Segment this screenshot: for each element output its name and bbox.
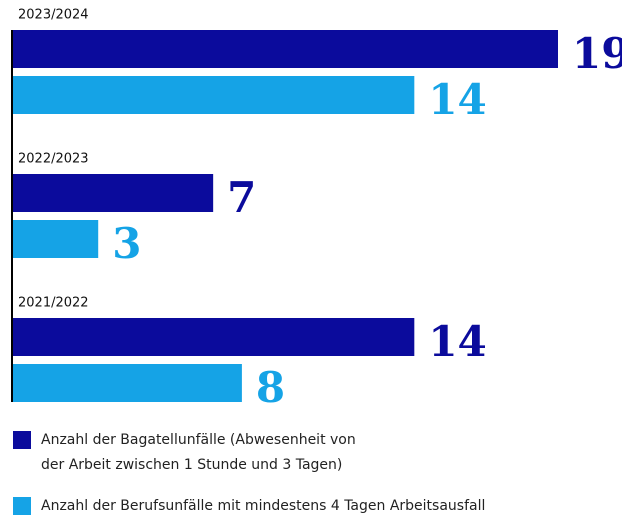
bar [12, 76, 415, 114]
bar [12, 220, 99, 258]
legend-swatch [13, 431, 31, 449]
data-label: 8 [256, 363, 285, 412]
data-label: 3 [112, 219, 141, 268]
plot: 2023/2024 19 14 2022/2023 7 3 2021/2022 14 8 [11, 8, 622, 412]
data-label: 14 [428, 317, 486, 366]
legend-item: Anzahl der Berufsunfälle mit mindestens … [13, 494, 485, 519]
bar [12, 30, 558, 68]
legend-item: Anzahl der Bagatellunfälle (Abwesenheit … [13, 428, 371, 478]
bar [12, 318, 415, 356]
legend-label: Anzahl der Bagatellunfälle (Abwesenheit … [41, 432, 356, 473]
data-label: 14 [428, 75, 486, 124]
legend-swatch [13, 497, 31, 515]
legend-label: Anzahl der Berufsunfälle mit mindestens … [41, 498, 486, 514]
data-label: 19 [572, 29, 622, 78]
bar [12, 364, 242, 402]
category-label: 2021/2022 [18, 296, 89, 311]
category-label: 2022/2023 [18, 152, 89, 167]
bar [12, 174, 214, 212]
data-label: 7 [227, 173, 256, 222]
category-label: 2023/2024 [18, 8, 89, 23]
